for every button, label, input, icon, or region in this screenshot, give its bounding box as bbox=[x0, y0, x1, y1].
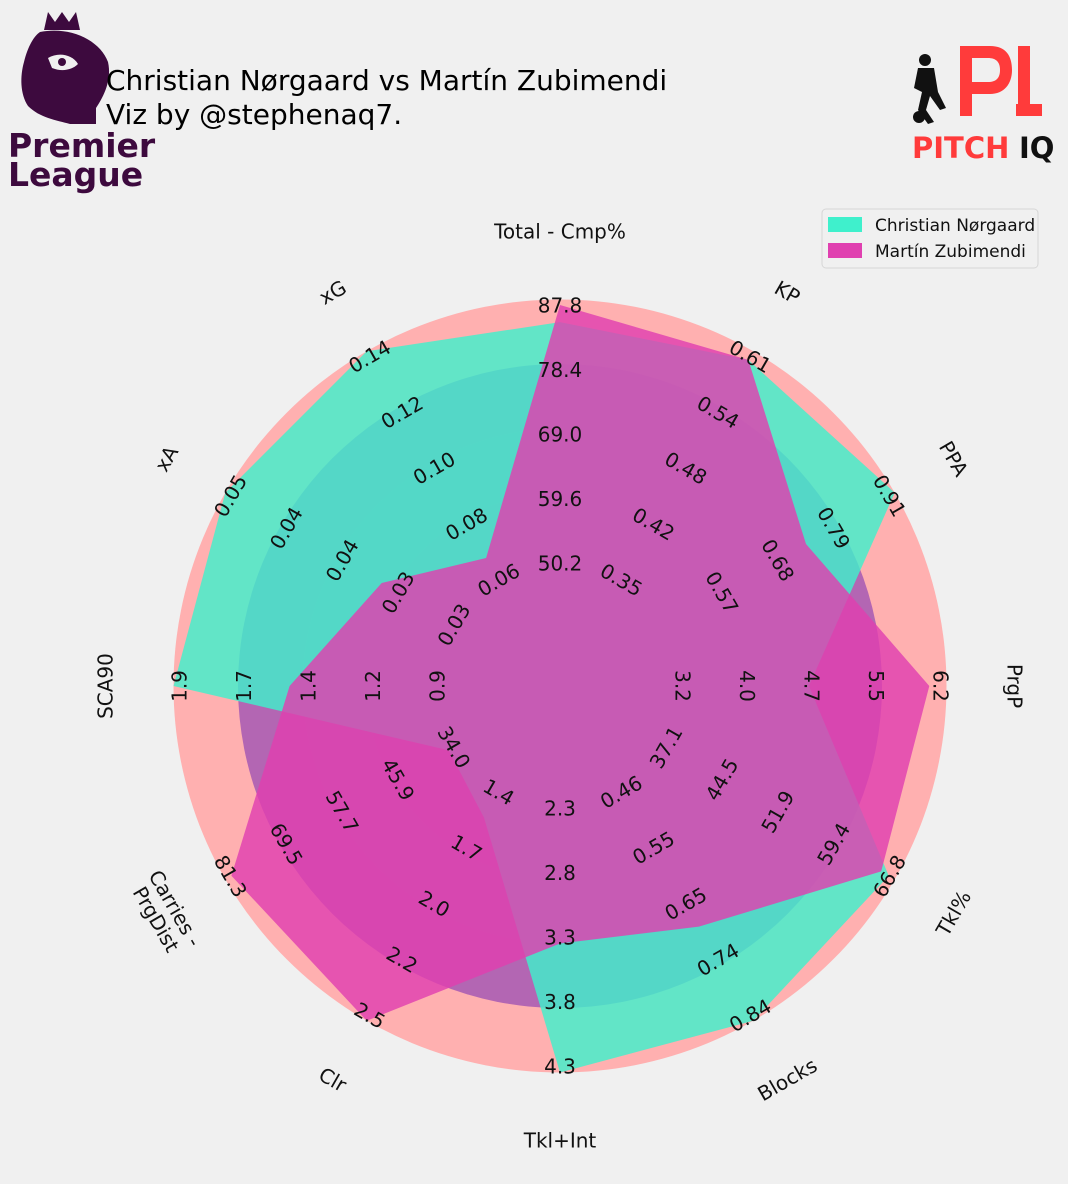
param-label-11: xG bbox=[315, 275, 351, 309]
radar-polygon-zubimendi bbox=[231, 305, 930, 1021]
tick-label-3-0: 3.2 bbox=[671, 670, 695, 702]
tick-label-9-2: 1.4 bbox=[297, 670, 321, 702]
pitch-iq-mark-icon bbox=[960, 46, 1042, 116]
legend-swatch-zubimendi bbox=[828, 243, 862, 258]
premier-league-logo-line2: League bbox=[8, 155, 143, 194]
param-label-7: Clr bbox=[315, 1062, 352, 1097]
tick-label-6-0: 2.3 bbox=[544, 797, 576, 821]
tick-label-3-2: 4.7 bbox=[800, 670, 824, 702]
radar-polygons bbox=[173, 305, 930, 1073]
tick-label-3-4: 6.2 bbox=[929, 670, 953, 702]
tick-label-0-0: 50.2 bbox=[538, 552, 583, 576]
legend: Christian Nørgaard Martín Zubimendi bbox=[821, 208, 1039, 269]
param-label-9: SCA90 bbox=[94, 653, 118, 719]
pitch-iq-word1: PITCH bbox=[912, 131, 1009, 165]
tick-label-6-3: 3.8 bbox=[544, 990, 576, 1014]
legend-label-norgaard: Christian Nørgaard bbox=[875, 216, 1035, 236]
chart-subtitle: Viz by @stephenaq7. bbox=[106, 98, 402, 131]
tick-label-6-1: 2.8 bbox=[544, 861, 576, 885]
tick-label-9-3: 1.7 bbox=[232, 670, 256, 702]
tick-label-6-4: 4.3 bbox=[544, 1055, 576, 1079]
legend-swatch-norgaard bbox=[828, 217, 862, 232]
chart-title: Christian Nørgaard vs Martín Zubimendi bbox=[106, 64, 667, 97]
param-label-6: Tkl+Int bbox=[523, 1129, 597, 1153]
tick-label-0-4: 87.8 bbox=[538, 294, 583, 318]
tick-label-9-4: 1.9 bbox=[168, 670, 192, 702]
tick-label-0-1: 59.6 bbox=[538, 487, 583, 511]
pitch-iq-logo: PITCH IQ bbox=[912, 46, 1054, 165]
lion-crown-icon bbox=[21, 12, 110, 124]
param-label-10: xA bbox=[150, 441, 184, 475]
tick-label-3-3: 5.5 bbox=[864, 670, 888, 702]
param-label-4: Tkl% bbox=[931, 886, 976, 941]
legend-box bbox=[821, 208, 1039, 269]
param-label-5: Blocks bbox=[753, 1053, 821, 1106]
param-label-1: KP bbox=[770, 276, 804, 309]
footballer-icon bbox=[913, 54, 946, 124]
legend-label-zubimendi: Martín Zubimendi bbox=[875, 242, 1026, 262]
premier-league-logo: Premier League bbox=[8, 12, 156, 194]
param-label-8: Carries -PrgDist bbox=[125, 866, 207, 962]
tick-label-9-1: 1.2 bbox=[361, 670, 385, 702]
tick-label-9-0: 0.9 bbox=[426, 670, 450, 702]
tick-label-3-1: 4.0 bbox=[735, 670, 759, 702]
param-label-2: PPA bbox=[934, 437, 973, 481]
tick-label-0-3: 78.4 bbox=[538, 358, 583, 382]
pitch-iq-word2: IQ bbox=[1019, 131, 1054, 165]
premier-league-logo-line1: Premier bbox=[8, 126, 156, 165]
tick-label-6-2: 3.3 bbox=[544, 926, 576, 950]
param-label-0: Total - Cmp% bbox=[493, 220, 626, 244]
param-label-3: PrgP bbox=[1003, 664, 1027, 708]
tick-label-0-2: 69.0 bbox=[538, 423, 583, 447]
